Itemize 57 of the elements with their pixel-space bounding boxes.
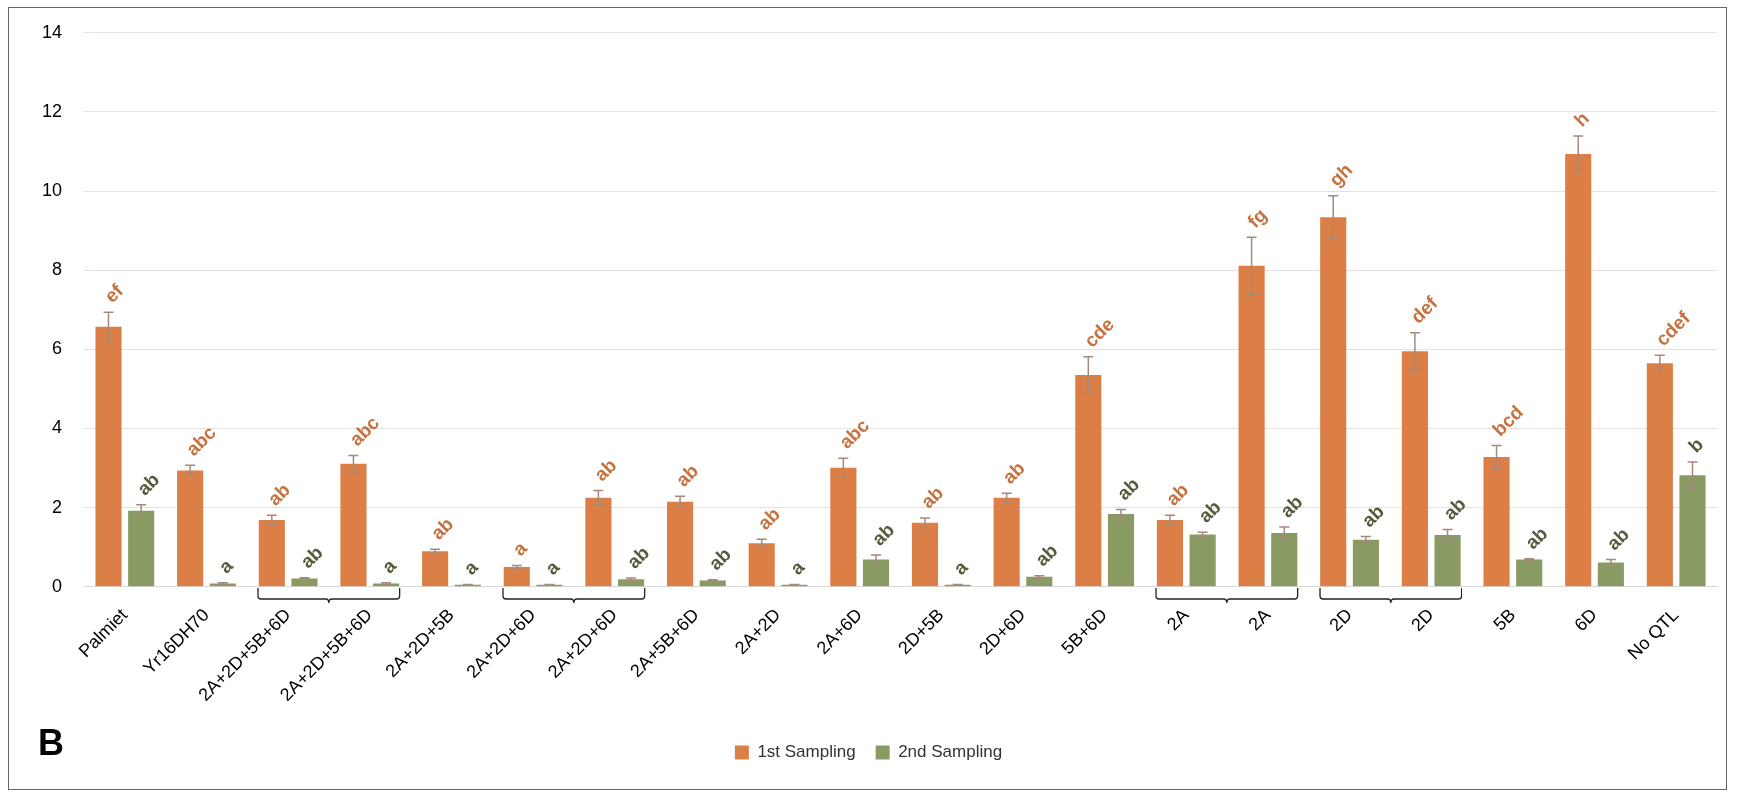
- x-tick-label: No QTL: [1623, 604, 1683, 664]
- y-tick-label: 10: [41, 180, 63, 201]
- data-label: abc: [181, 421, 221, 460]
- data-label: ab: [1357, 500, 1389, 532]
- data-label: ab: [1194, 496, 1225, 527]
- data-label: a: [541, 556, 564, 579]
- data-label: a: [949, 556, 972, 579]
- data-label: ab: [590, 454, 621, 486]
- x-tick-label: 2D: [1407, 604, 1438, 635]
- legend-label: 2nd Sampling: [898, 742, 1003, 762]
- data-label: a: [377, 554, 401, 578]
- x-tick-label: 2D: [1325, 604, 1356, 635]
- x-tick-label: 5B: [1489, 604, 1520, 635]
- y-tick-label: 0: [52, 575, 63, 596]
- y-tick-label: 2: [52, 496, 63, 517]
- data-label: ab: [1112, 473, 1144, 505]
- data-label: ab: [263, 479, 295, 510]
- data-label: a: [214, 554, 238, 578]
- y-tick-label: 8: [52, 259, 63, 280]
- data-label: ab: [1275, 490, 1307, 522]
- data-label: ab: [132, 468, 164, 500]
- x-tick-label: 2A: [1244, 604, 1275, 635]
- data-label: ab: [1602, 523, 1634, 554]
- data-label: ef: [100, 279, 128, 307]
- data-label: ab: [1161, 479, 1193, 510]
- legend-label: 1st Sampling: [757, 742, 856, 762]
- data-label: ab: [998, 457, 1029, 488]
- data-label: bcd: [1488, 401, 1527, 441]
- data-label: ab: [1439, 493, 1470, 524]
- data-label: cde: [1079, 313, 1118, 352]
- text: B: [38, 722, 64, 764]
- y-tick-label: 12: [41, 100, 63, 121]
- data-label: gh: [1324, 159, 1357, 191]
- y-tick-label: 14: [41, 21, 63, 42]
- data-label: ab: [1030, 539, 1062, 571]
- x-tick-label: 2A: [1162, 604, 1193, 635]
- data-label: ab: [704, 543, 735, 575]
- data-label: ab: [296, 541, 327, 573]
- data-label: ab: [1520, 522, 1552, 554]
- data-label: a: [508, 537, 532, 560]
- x-tick-label: 6D: [1570, 604, 1601, 635]
- data-label: ab: [753, 503, 784, 534]
- data-label: ab: [426, 513, 458, 544]
- data-label: ab: [622, 542, 654, 573]
- data-label: abc: [345, 411, 384, 450]
- data-label: fg: [1243, 204, 1271, 232]
- y-tick-label: 4: [52, 417, 63, 438]
- data-label: b: [1684, 433, 1708, 457]
- data-label: def: [1406, 291, 1443, 328]
- data-label: ab: [916, 481, 948, 513]
- data-label: ab: [867, 519, 899, 550]
- data-label: abc: [835, 414, 874, 453]
- data-label: ab: [671, 460, 703, 491]
- data-label: h: [1569, 107, 1593, 131]
- y-tick-label: 6: [52, 338, 63, 359]
- data-label: a: [459, 556, 483, 579]
- data-label: a: [786, 556, 809, 579]
